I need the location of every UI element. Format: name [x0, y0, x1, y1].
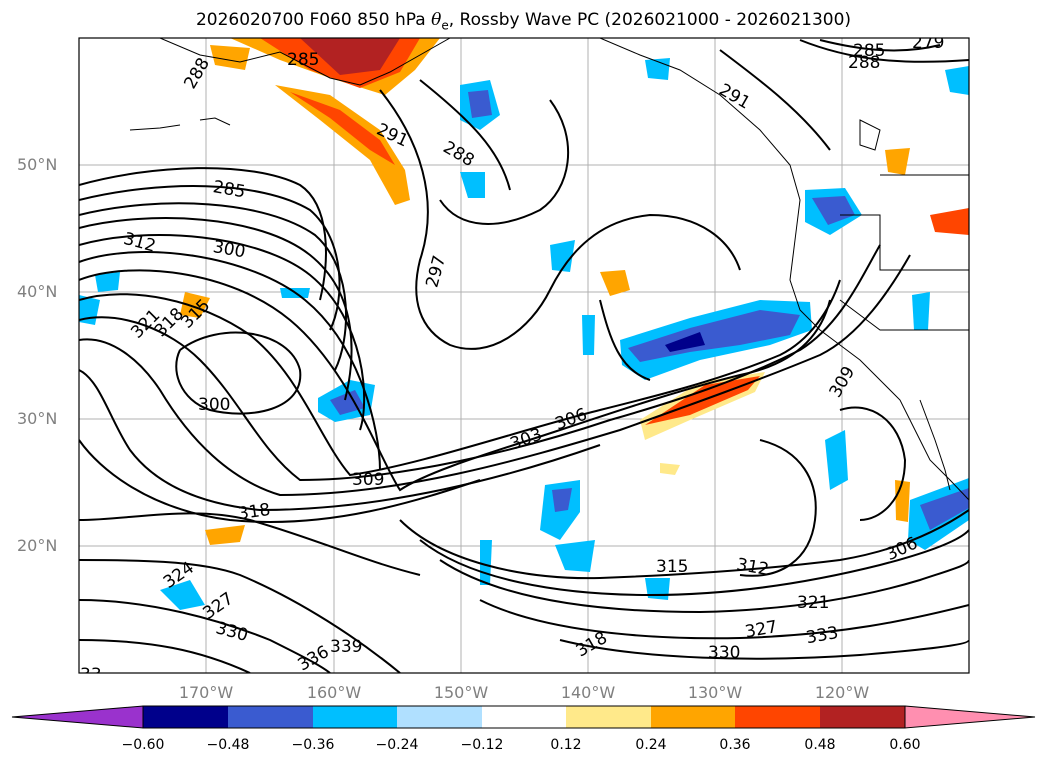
colorbar-segment [397, 706, 482, 728]
lat-label-20n: 20°N [17, 536, 58, 555]
colorbar-extend-high [904, 705, 1036, 729]
contour-label: 339 [330, 637, 362, 657]
colorbar-tick: −0.12 [460, 737, 504, 753]
colorbar-tick: 0.24 [635, 737, 667, 753]
colorbar-segment [228, 706, 313, 728]
lon-label-130w: 130°W [687, 683, 743, 702]
title-theta-subscript: e [441, 18, 449, 33]
colorbar-segment [651, 706, 735, 728]
map-background [79, 38, 969, 673]
colorbar-frame [142, 705, 906, 729]
colorbar-segment [313, 706, 397, 728]
lat-label-50n: 50°N [17, 155, 58, 174]
map-title: 2026020700 F060 850 hPa θe, Rossby Wave … [0, 10, 1047, 32]
lon-label-120w: 120°W [814, 683, 870, 702]
contour-label: 330 [708, 643, 740, 663]
contour-label: 315 [656, 557, 688, 577]
colorbar-tick: 0.60 [889, 737, 921, 753]
lon-label-160w: 160°W [306, 683, 362, 702]
contour-label: 309 [352, 470, 384, 490]
colorbar-tick: −0.36 [291, 737, 335, 753]
colorbar-segment [566, 706, 651, 728]
lat-label-30n: 30°N [17, 409, 58, 428]
theta-e-contours [79, 39, 969, 673]
contour-label: 285 [853, 41, 885, 61]
colorbar-tick: −0.48 [206, 737, 250, 753]
contour-label: 285 [287, 50, 319, 70]
colorbar-tick: −0.24 [375, 737, 419, 753]
colorbar-tick: 0.48 [804, 737, 836, 753]
title-theta-symbol: θ [431, 10, 442, 30]
contour-label: 321 [797, 593, 829, 613]
lon-label-150w: 150°W [433, 683, 489, 702]
contour-label: 33 [80, 665, 102, 685]
contour-label: 318 [237, 500, 272, 524]
colorbar-segment [735, 706, 820, 728]
coastlines [129, 38, 969, 501]
title-prefix: 2026020700 F060 850 hPa [195, 10, 432, 30]
lon-label-170w: 170°W [178, 683, 234, 702]
colorbar-tick: 0.36 [719, 737, 751, 753]
contour-label: 288 [848, 53, 880, 73]
map-frame [78, 37, 970, 674]
lon-label-140w: 140°W [560, 683, 616, 702]
colorbar-segment [143, 706, 228, 728]
colorbar-tick: −0.60 [121, 737, 165, 753]
colorbar-segment [820, 706, 905, 728]
lat-label-40n: 40°N [17, 282, 58, 301]
colorbar-segment [482, 706, 566, 728]
colorbar-tick: 0.12 [550, 737, 582, 753]
colorbar [11, 705, 1036, 729]
contour-label: 300 [198, 395, 230, 415]
title-suffix: , Rossby Wave PC (2026021000 - 202602130… [448, 10, 852, 30]
contour-label: 279 [912, 33, 944, 53]
colorbar-extend-low [11, 705, 144, 729]
